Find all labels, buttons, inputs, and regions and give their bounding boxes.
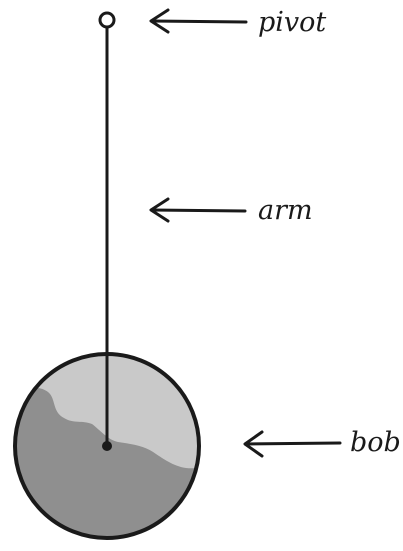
pivot-circle — [98, 11, 116, 29]
pivot-label: pivot — [258, 7, 326, 38]
arm-arrow — [149, 197, 247, 223]
bob-center-dot — [102, 441, 112, 451]
bob-arrow — [243, 430, 342, 458]
bob-shading — [15, 387, 199, 538]
bob-label: bob — [350, 427, 401, 458]
arm-label: arm — [258, 195, 313, 226]
pivot-arrow — [149, 8, 248, 34]
